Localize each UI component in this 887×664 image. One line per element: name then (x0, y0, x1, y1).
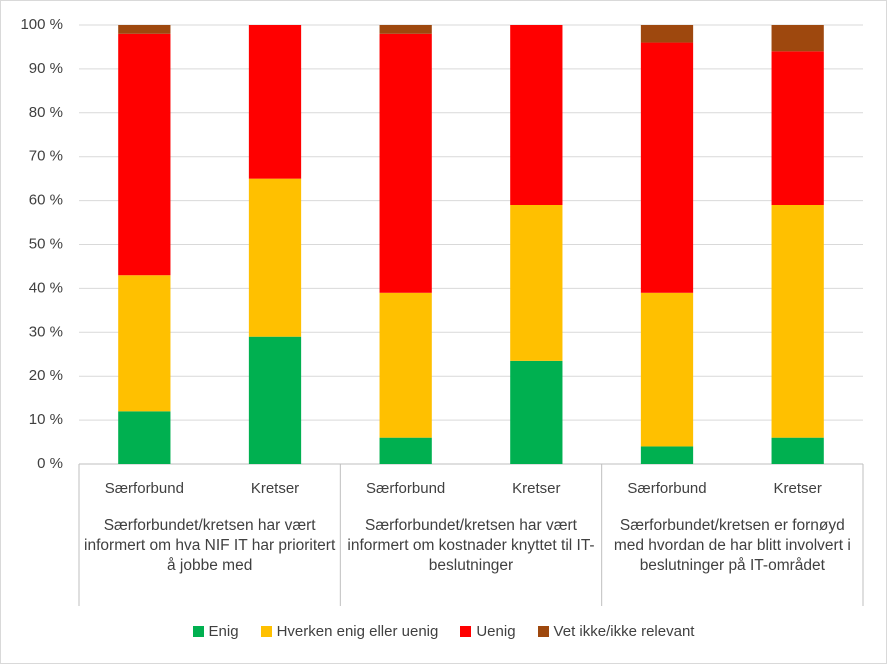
bar-segment (248, 336, 302, 464)
bar-segment (118, 275, 171, 412)
bar-segment (771, 25, 824, 52)
y-tick-label: 10 % (29, 411, 63, 428)
bar-segment (118, 33, 171, 276)
bar-segment (771, 51, 824, 205)
bar-segment (771, 437, 824, 464)
x-tick-label: Kretser (512, 480, 560, 497)
x-tick-label: Kretser (251, 480, 299, 497)
legend-swatch (260, 626, 272, 637)
y-tick-label: 90 % (29, 60, 63, 77)
bar-segment (510, 204, 563, 361)
y-tick-label: 30 % (29, 323, 63, 340)
bar-segment (640, 42, 694, 293)
bar-segment (379, 33, 432, 293)
y-tick-label: 50 % (29, 235, 63, 252)
bar-segment (640, 25, 694, 43)
y-tick-label: 60 % (29, 192, 63, 209)
y-tick-label: 0 % (37, 455, 63, 472)
bar-segment (640, 446, 694, 464)
group-label: Særforbundet/kretsen er fornøyd med hvor… (613, 517, 851, 574)
bar-segment (640, 292, 694, 447)
legend-label: Enig (208, 623, 239, 640)
bar-segment (379, 292, 432, 438)
legend-swatch (460, 626, 472, 637)
group-label: Særforbundet/kretsen har vært informert … (347, 517, 595, 574)
y-tick-label: 40 % (29, 279, 63, 296)
x-tick-label: Kretser (773, 480, 821, 497)
x-tick-label: Særforbund (627, 480, 706, 497)
legend-label: Uenig (476, 623, 516, 640)
x-tick-label: Særforbund (366, 480, 445, 497)
legend-item: Enig (192, 623, 239, 640)
bar-segment (118, 25, 171, 34)
y-tick-label: 70 % (29, 148, 63, 165)
legend-swatch (537, 626, 549, 637)
bar-segment (248, 25, 302, 179)
legend-item: Vet ikke/ikke relevant (537, 623, 695, 640)
legend-swatch (192, 626, 204, 637)
legend: Enig Hverken enig eller uenig Uenig Vet ikk… (1, 623, 886, 640)
bar-segment (510, 25, 563, 205)
bar-segment (248, 178, 302, 337)
y-tick-label: 20 % (29, 367, 63, 384)
legend-item: Hverken enig eller uenig (260, 623, 439, 640)
legend-label: Hverken enig eller uenig (276, 623, 439, 640)
bar-segment (379, 437, 432, 464)
bar-segment (118, 411, 171, 464)
y-tick-label: 100 % (20, 16, 63, 33)
bar-segment (379, 25, 432, 34)
group-label: Særforbundet/kretsen har vært informert … (84, 517, 336, 574)
legend-item: Uenig (460, 623, 516, 640)
bar-segment (771, 204, 824, 438)
x-tick-label: Særforbund (105, 480, 184, 497)
y-tick-label: 80 % (29, 104, 63, 121)
bar-segment (510, 360, 563, 464)
legend-label: Vet ikke/ikke relevant (553, 623, 695, 640)
